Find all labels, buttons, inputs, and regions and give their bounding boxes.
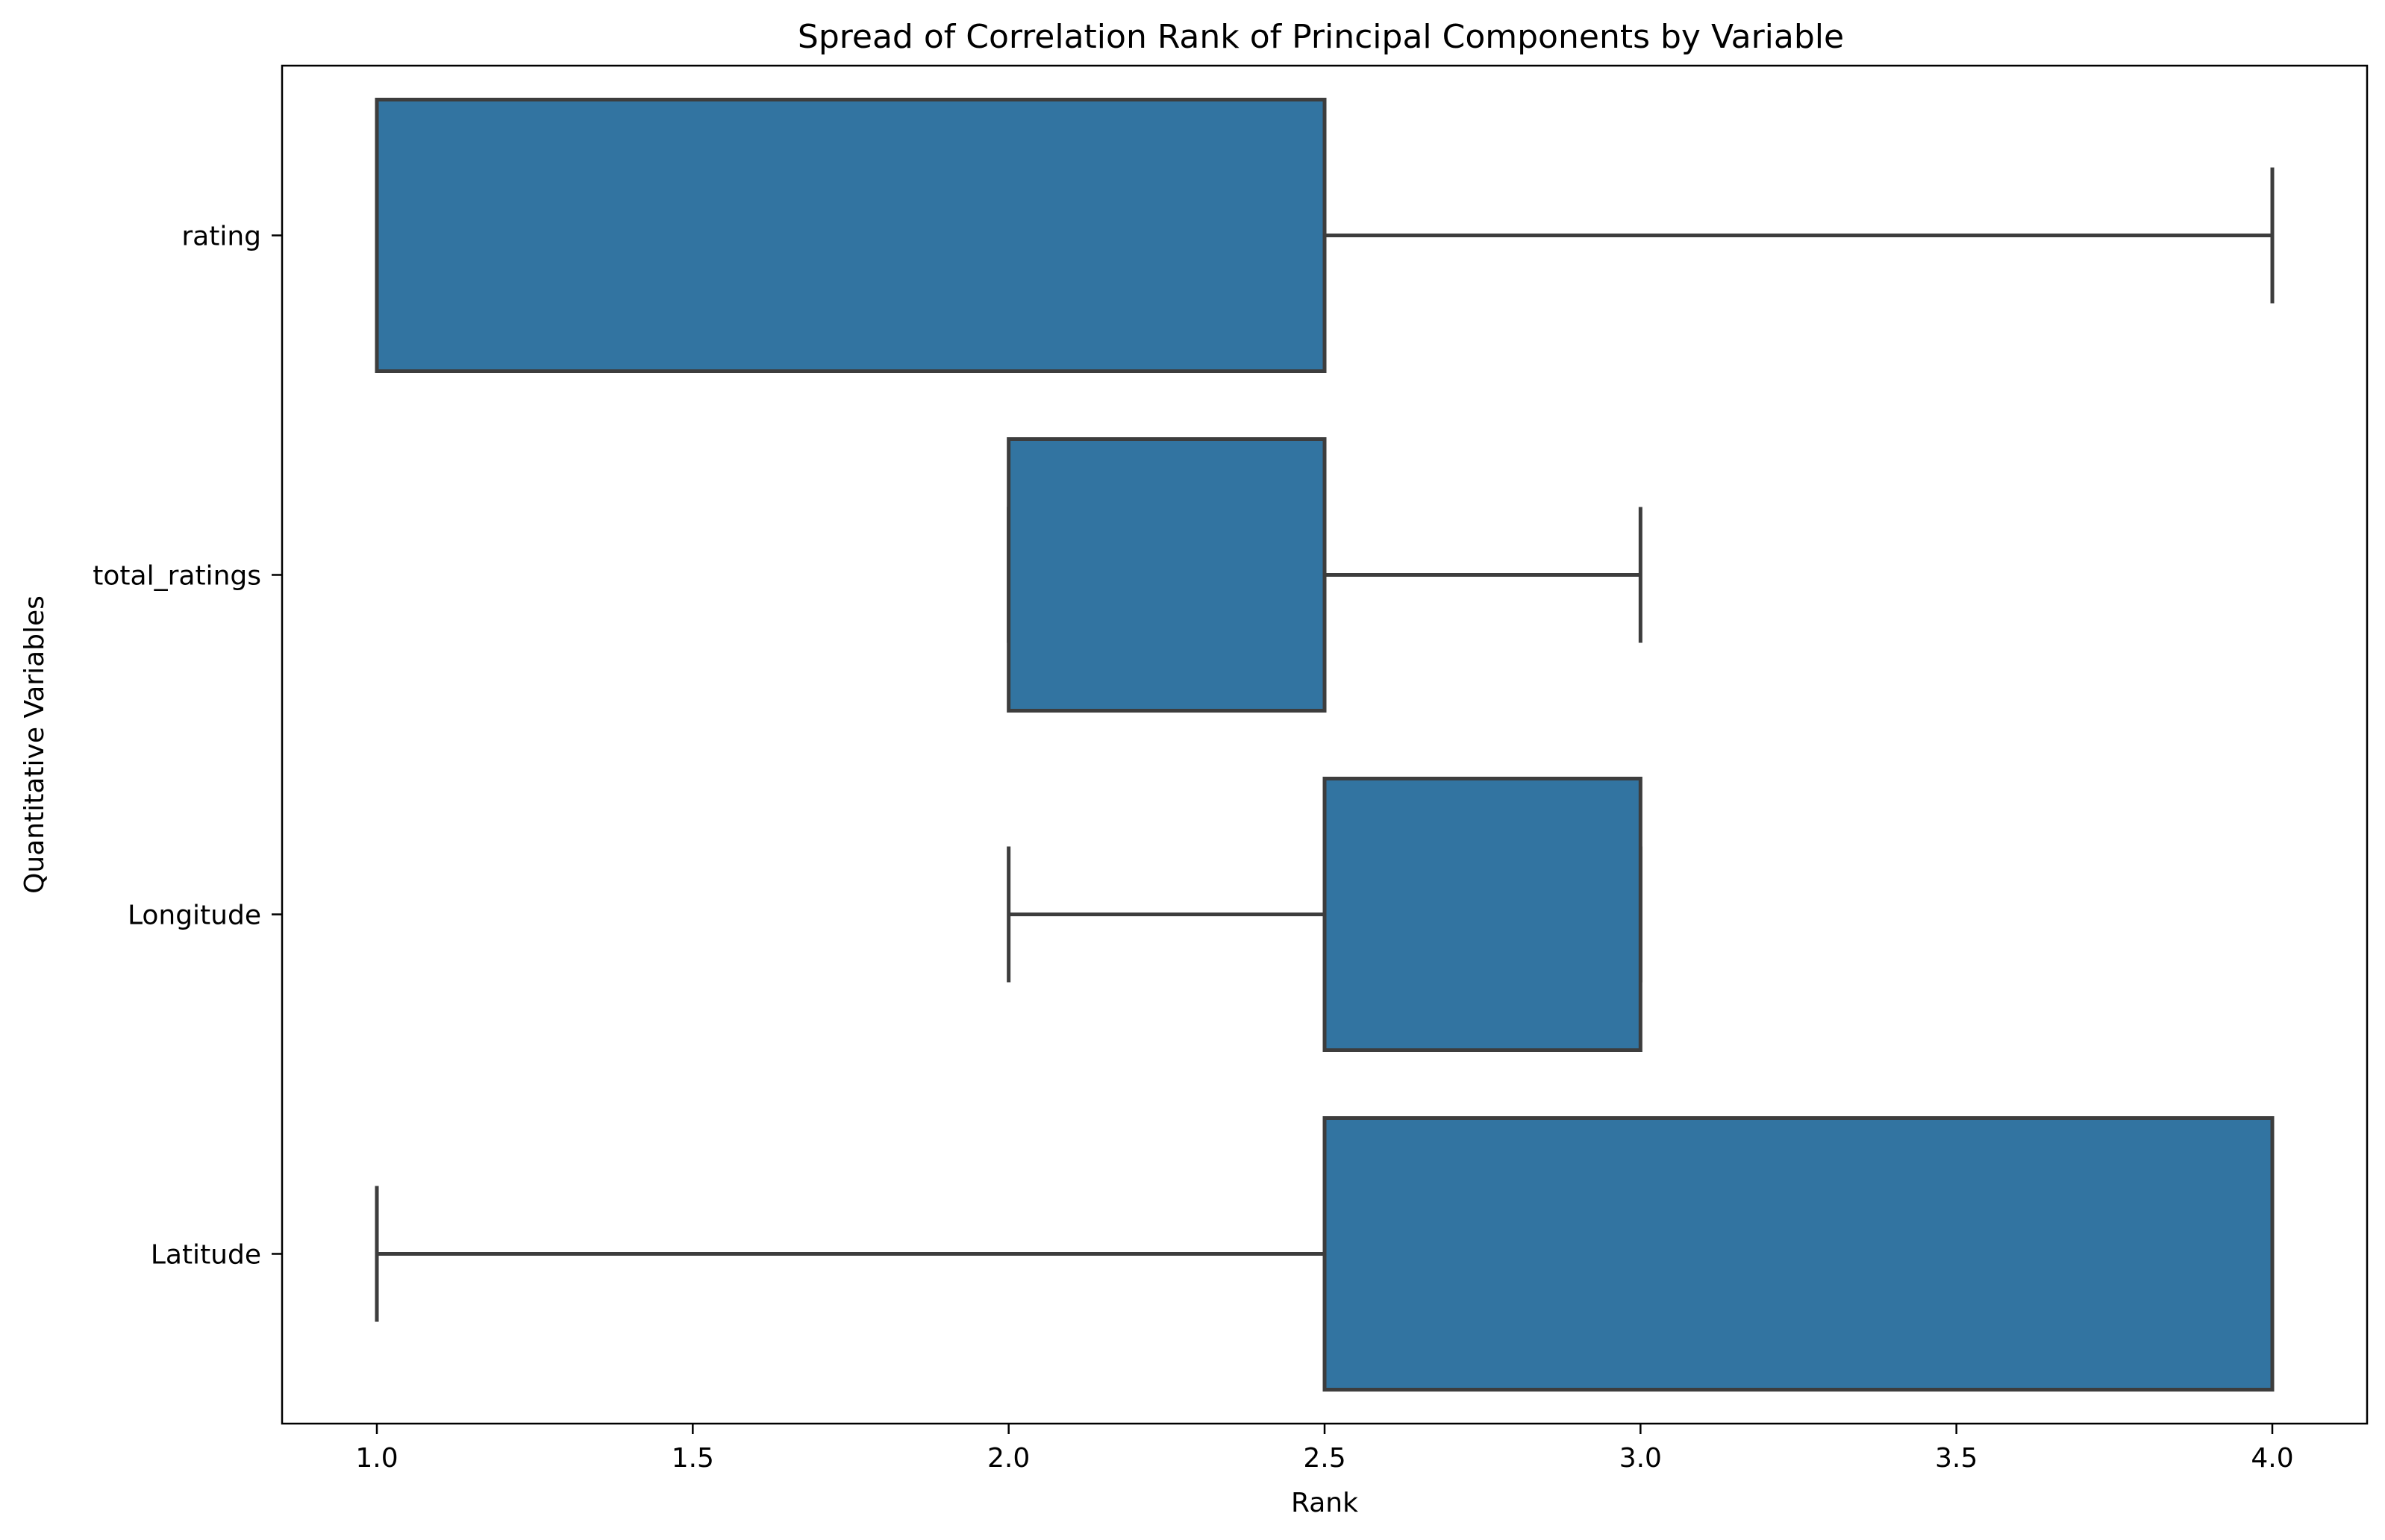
y-tick-label: Longitude	[128, 901, 261, 931]
box-rating	[375, 98, 1327, 373]
x-tick-label: 4.0	[2251, 1443, 2293, 1474]
x-tick-label: 3.0	[1619, 1443, 1662, 1474]
y-tick-label: rating	[181, 222, 261, 252]
y-axis-label: Quantitative Variables	[19, 595, 50, 894]
x-axis-label: Rank	[1291, 1488, 1358, 1518]
x-tick-label: 2.5	[1303, 1443, 1345, 1474]
box-group-rating	[375, 98, 2275, 373]
x-tick-label: 1.0	[355, 1443, 398, 1474]
plot-area	[375, 98, 2275, 1392]
box-group-Longitude	[1007, 777, 1642, 1052]
box-group-Latitude	[375, 1116, 2275, 1392]
x-axis: 1.0 1.5 2.0 2.5 3.0 3.5 4.0	[355, 1424, 2294, 1474]
chart-title: Spread of Correlation Rank of Principal …	[798, 18, 1844, 56]
box-total_ratings	[1007, 437, 1327, 713]
box-Latitude	[1322, 1116, 2275, 1392]
x-tick-label: 3.5	[1935, 1443, 1978, 1474]
x-tick-label: 2.0	[987, 1443, 1030, 1474]
y-axis: rating total_ratings Longitude Latitude	[93, 222, 282, 1271]
box-Longitude	[1322, 777, 1642, 1052]
y-tick-label: Latitude	[151, 1240, 261, 1271]
box-group-total_ratings	[1007, 437, 1642, 713]
y-tick-label: total_ratings	[93, 561, 261, 592]
x-tick-label: 1.5	[672, 1443, 714, 1474]
